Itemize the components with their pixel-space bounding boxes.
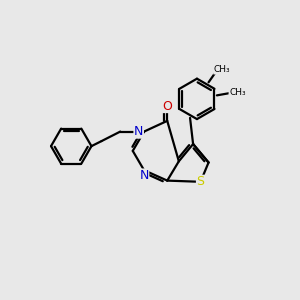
Text: S: S bbox=[196, 175, 205, 188]
Text: O: O bbox=[162, 100, 172, 112]
Text: N: N bbox=[134, 125, 143, 138]
Text: N: N bbox=[140, 169, 149, 182]
Text: CH₃: CH₃ bbox=[229, 88, 246, 97]
Text: CH₃: CH₃ bbox=[214, 65, 230, 74]
